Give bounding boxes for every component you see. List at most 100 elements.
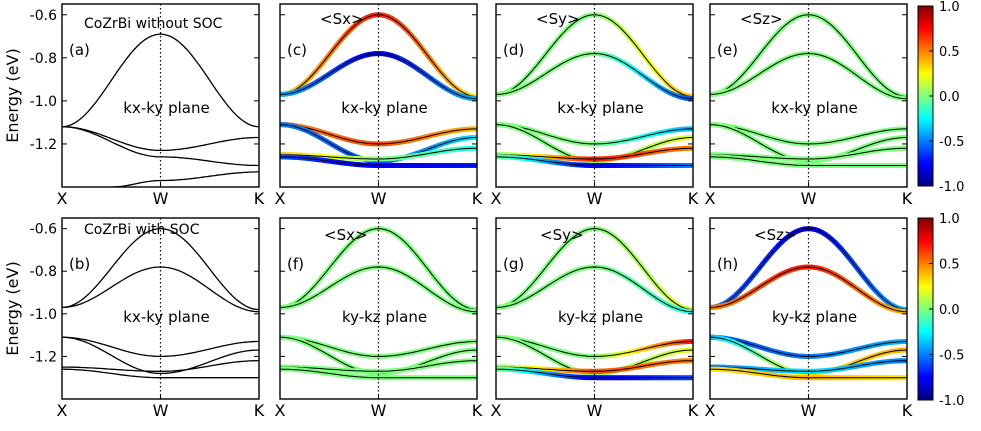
panel-a-title: CoZrBi without SOC: [84, 16, 223, 32]
panel-b-band3: [62, 336, 259, 358]
xtick-label: X: [491, 401, 502, 420]
colorbar-tick-label: -0.5: [939, 135, 964, 150]
xtick-label: W: [153, 401, 169, 420]
xtick-label: K: [254, 189, 265, 208]
panel-b-band1: [62, 227, 259, 311]
panel-h-label: (h): [717, 255, 738, 273]
colorbar-tick-label: 1.0: [939, 0, 960, 15]
panel-c-band1: [280, 14, 477, 98]
panel-a: -0.6 -0.8 -1.0 -1.2 X W K (a) CoZrBi without SOC…: [30, 3, 265, 208]
panel-d-spin-label: <Sy>: [536, 10, 580, 28]
panel-f-plane-label: ky-kz plane: [342, 308, 427, 326]
y-axis-label: Energy (eV): [3, 261, 22, 355]
panel-a-plane-label: kx-ky plane: [123, 99, 209, 117]
panel-h-band1: [710, 228, 907, 311]
xtick-label: K: [472, 189, 483, 208]
panel-e-spin-label: <Sz>: [740, 10, 783, 28]
panel-a-band1: [62, 33, 259, 128]
panel-c-spin-label: <Sx>: [320, 10, 364, 28]
xtick-label: K: [472, 401, 483, 420]
panel-e-label: (e): [717, 41, 738, 59]
panel-h-band6: [710, 368, 907, 379]
colorbar-tick-label: 1.0: [939, 212, 960, 227]
xtick-label: K: [688, 401, 699, 420]
xtick-label: W: [801, 401, 817, 420]
ytick-label: -0.6: [30, 222, 57, 238]
panel-a-band4: [111, 171, 259, 187]
panel-b-band4: [62, 336, 259, 375]
xtick-label: K: [902, 401, 913, 420]
panel-e-band1: [710, 14, 907, 98]
ytick-label: -1.0: [30, 307, 57, 323]
xtick-label: K: [688, 189, 699, 208]
panel-c-band3: [280, 124, 477, 145]
colorbar-2: 1.0 0.5 0.0 -0.5 -1.0: [917, 212, 964, 409]
panel-b-plane-label: kx-ky plane: [123, 308, 209, 326]
panel-f-band3: [280, 336, 477, 357]
ytick-label: -0.8: [30, 264, 57, 280]
xtick-label: X: [705, 189, 716, 208]
ytick-label: -1.2: [30, 349, 57, 365]
panel-f: X W K (f) <Sx> ky-kz plane: [275, 217, 483, 420]
xtick-label: W: [801, 189, 817, 208]
xtick-label: K: [254, 401, 265, 420]
panel-f-band1: [280, 228, 477, 311]
panel-d-band3: [496, 124, 693, 145]
panel-g: X W K (g) <Sy> ky-kz plane: [491, 217, 699, 420]
panel-f-label: (f): [287, 255, 304, 273]
colorbar-tick-label: 0.5: [939, 45, 960, 60]
panel-h-plane-label: ky-kz plane: [772, 308, 857, 326]
panel-d-label: (d): [503, 41, 524, 59]
xtick-label: X: [57, 189, 68, 208]
panel-g-band3: [496, 336, 693, 357]
xtick-label: W: [153, 189, 169, 208]
panel-b-label: (b): [69, 255, 90, 273]
colorbar-tick-label: -1.0: [939, 180, 964, 195]
panel-e-band5: [710, 147, 907, 160]
panel-g-band1: [496, 228, 693, 311]
panel-c-plane-label: kx-ky plane: [341, 99, 427, 117]
panel-h-band3: [710, 336, 907, 357]
panel-b-band6: [62, 368, 259, 379]
panel-h-spin-label: <Sz>: [754, 226, 797, 244]
xtick-label: W: [371, 401, 387, 420]
xtick-label: W: [587, 189, 603, 208]
panel-b: -0.6 -0.8 -1.0 -1.2 X W K (b) CoZrBi with SOC kx-…: [30, 217, 265, 420]
panel-g-plane-label: ky-kz plane: [558, 308, 643, 326]
ytick-label: -0.8: [30, 51, 57, 67]
panel-e: X W K (e)<Sz> kx-ky plane: [705, 3, 913, 208]
xtick-label: X: [275, 401, 286, 420]
colorbar-tick-label: -1.0: [939, 394, 964, 409]
y-axis-label: Energy (eV): [3, 48, 22, 142]
xtick-label: W: [587, 401, 603, 420]
panel-d-band1: [496, 14, 693, 98]
xtick-label: X: [491, 189, 502, 208]
panel-g-band6: [496, 368, 693, 379]
panel-c: X W K (c) <Sx> kx-ky plane: [275, 3, 483, 208]
panel-d-plane-label: kx-ky plane: [557, 99, 643, 117]
colorbar-tick-label: -0.5: [939, 349, 964, 364]
panel-g-spin-label: <Sy>: [540, 226, 584, 244]
xtick-label: X: [57, 401, 68, 420]
panel-g-label: (g): [503, 255, 524, 273]
panel-b-title: CoZrBi with SOC: [84, 222, 200, 238]
panel-e-band3: [710, 124, 907, 145]
panel-b-band2: [62, 266, 259, 313]
colorbar-tick-label: 0.0: [939, 303, 960, 318]
xtick-label: W: [371, 189, 387, 208]
xtick-label: X: [275, 189, 286, 208]
panel-f-band6: [280, 368, 477, 379]
xtick-label: K: [902, 189, 913, 208]
panel-c-label: (c): [287, 41, 307, 59]
colorbar-1: 1.0 0.5 0.0 -0.5 -1.0: [917, 0, 964, 195]
colorbar-tick-label: 0.5: [939, 258, 960, 273]
ytick-label: -1.0: [30, 94, 57, 110]
panel-f-spin-label: <Sx>: [324, 226, 368, 244]
ytick-label: -0.6: [30, 8, 57, 24]
xtick-label: X: [705, 401, 716, 420]
panel-h: X W K (h) <Sz> ky-kz plane: [705, 217, 913, 420]
colorbar-tick-label: 0.0: [939, 90, 960, 105]
panel-d: X W K (d) <Sy> kx-ky plane: [491, 3, 699, 208]
ytick-label: -1.2: [30, 137, 57, 153]
panel-e-plane-label: kx-ky plane: [771, 99, 857, 117]
